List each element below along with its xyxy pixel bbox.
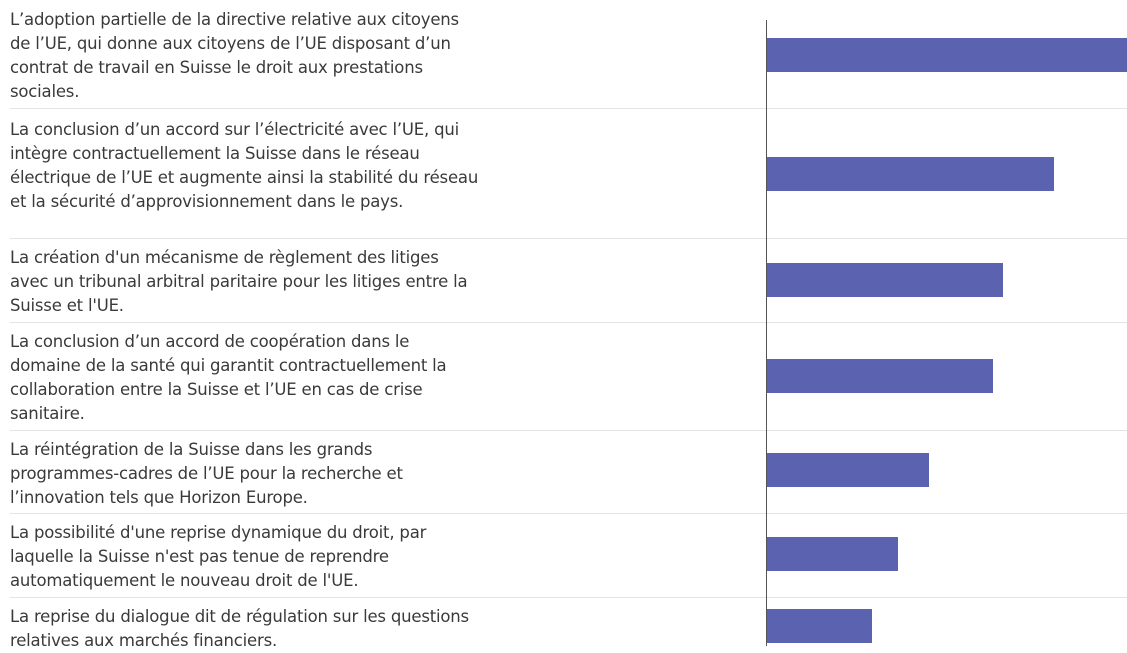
bar (767, 38, 1127, 72)
bar (767, 453, 929, 487)
row-separator (10, 322, 1127, 323)
category-label: La création d'un mécanisme de règlement … (10, 248, 468, 315)
category-label: La reprise du dialogue dit de régulation… (10, 607, 469, 650)
bar (767, 537, 898, 571)
bar (767, 157, 1054, 191)
bar (767, 609, 872, 643)
category-label: L’adoption partielle de la directive rel… (10, 10, 459, 101)
bar (767, 263, 1003, 297)
row-separator (10, 597, 1127, 598)
row-separator (10, 430, 1127, 431)
category-label: La réintégration de la Suisse dans les g… (10, 440, 403, 507)
category-label: La possibilité d'une reprise dynamique d… (10, 523, 427, 590)
row-separator (10, 513, 1127, 514)
category-label: La conclusion d’un accord de coopération… (10, 332, 447, 423)
baseline (766, 20, 767, 646)
category-label: La conclusion d’un accord sur l’électric… (10, 120, 479, 211)
row-separator (10, 108, 1127, 109)
bar (767, 359, 993, 393)
row-separator (10, 238, 1127, 239)
